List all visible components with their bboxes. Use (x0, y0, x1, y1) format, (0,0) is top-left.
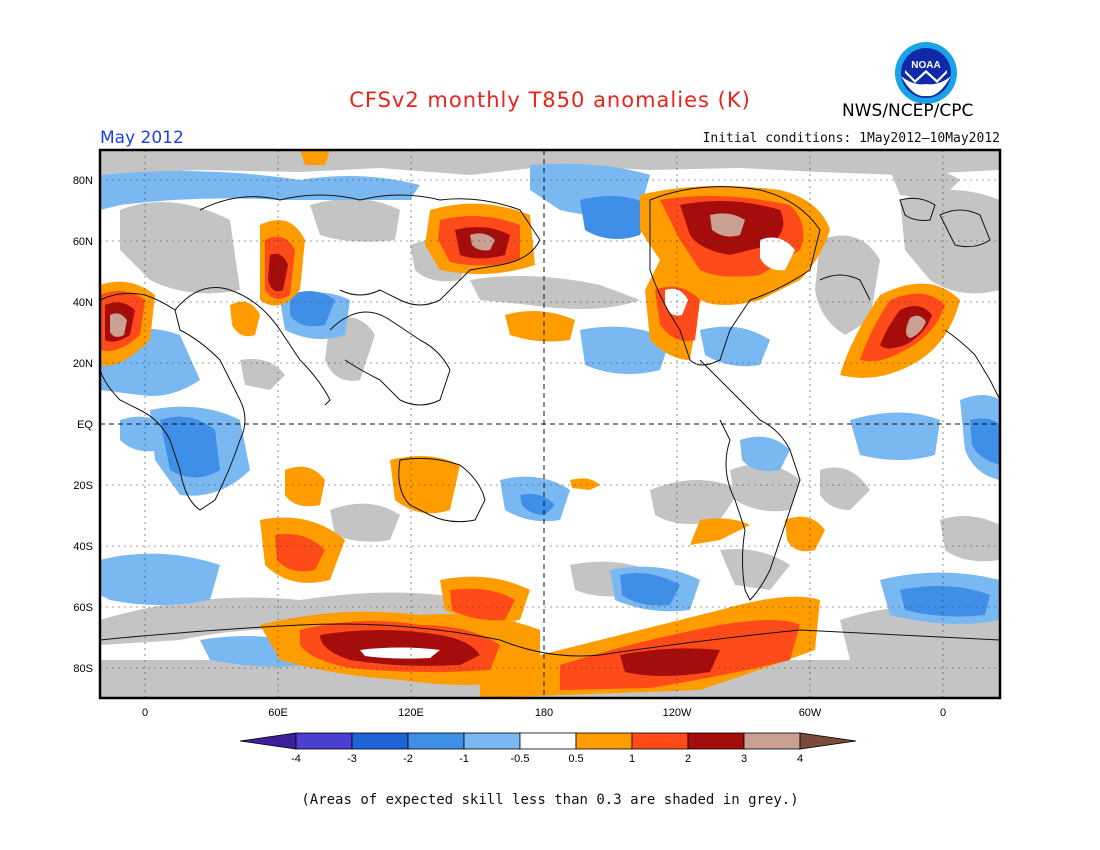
colorbar-box (295, 732, 353, 750)
lon-label-120e: 120E (398, 707, 424, 719)
coastlines (100, 186, 1000, 657)
skill-footnote: (Areas of expected skill less than 0.3 a… (301, 792, 799, 808)
lat-label-eq: EQ (77, 419, 93, 431)
lon-label-120w: 120W (663, 707, 692, 719)
lat-label-20n: 20N (73, 358, 93, 370)
noaa-logo-text: NOAA (911, 60, 940, 71)
colorbar-box (575, 732, 633, 750)
colorbar-label: -3 (347, 753, 357, 765)
colorbar-box (463, 732, 521, 750)
lat-label-40n: 40N (73, 297, 93, 309)
lat-label-80n: 80N (73, 175, 93, 187)
colorbar-label: 4 (797, 753, 803, 765)
colorbar-box (351, 732, 409, 750)
lon-label-60w: 60W (799, 707, 822, 719)
colorbar-box (687, 732, 745, 750)
colorbar-label: -1 (459, 753, 469, 765)
colorbar-arrow-high (799, 732, 857, 750)
equator-dateline (100, 150, 1000, 698)
lat-label-40s: 40S (73, 541, 93, 553)
chart-title: CFSv2 monthly T850 anomalies (K) (349, 88, 751, 112)
lon-label-60e: 60E (268, 707, 288, 719)
colorbar-label: 0.5 (568, 753, 583, 765)
medium-blue-anomaly (160, 196, 1000, 617)
colorbar-label: -4 (291, 753, 301, 765)
lon-label-0-east: 0 (940, 707, 946, 719)
colorbar-label: -2 (403, 753, 413, 765)
map-frame (98, 148, 1002, 700)
colorbar-box (743, 732, 801, 750)
colorbar: -4 -3 -2 -1 -0.5 0.5 1 2 3 4 (239, 732, 857, 765)
colorbar-label: -0.5 (511, 753, 530, 765)
lon-label-0: 0 (142, 707, 148, 719)
anomaly-map: 80N 60N 40N 20N EQ 20S 40S 60S 80S 0 60E… (73, 148, 1002, 719)
colorbar-label: 3 (741, 753, 747, 765)
colorbar-arrow-low (239, 732, 297, 750)
initial-conditions-label: Initial conditions: 1May2012—10May2012 (702, 131, 1000, 146)
lat-label-80s: 80S (73, 663, 93, 675)
lat-label-60s: 60S (73, 602, 93, 614)
colorbar-label: 2 (685, 753, 691, 765)
noaa-logo: NOAA (895, 42, 957, 104)
colorbar-box (631, 732, 689, 750)
colorbar-label: 1 (629, 753, 635, 765)
graticule (100, 150, 1000, 698)
tan-anomaly (110, 213, 926, 338)
colorbar-box (407, 732, 465, 750)
org-label: NWS/NCEP/CPC (842, 101, 974, 121)
lon-label-180: 180 (535, 707, 553, 719)
colorbar-box (519, 732, 577, 750)
month-label: May 2012 (100, 128, 184, 148)
lat-label-60n: 60N (73, 236, 93, 248)
lat-label-20s: 20S (73, 480, 93, 492)
